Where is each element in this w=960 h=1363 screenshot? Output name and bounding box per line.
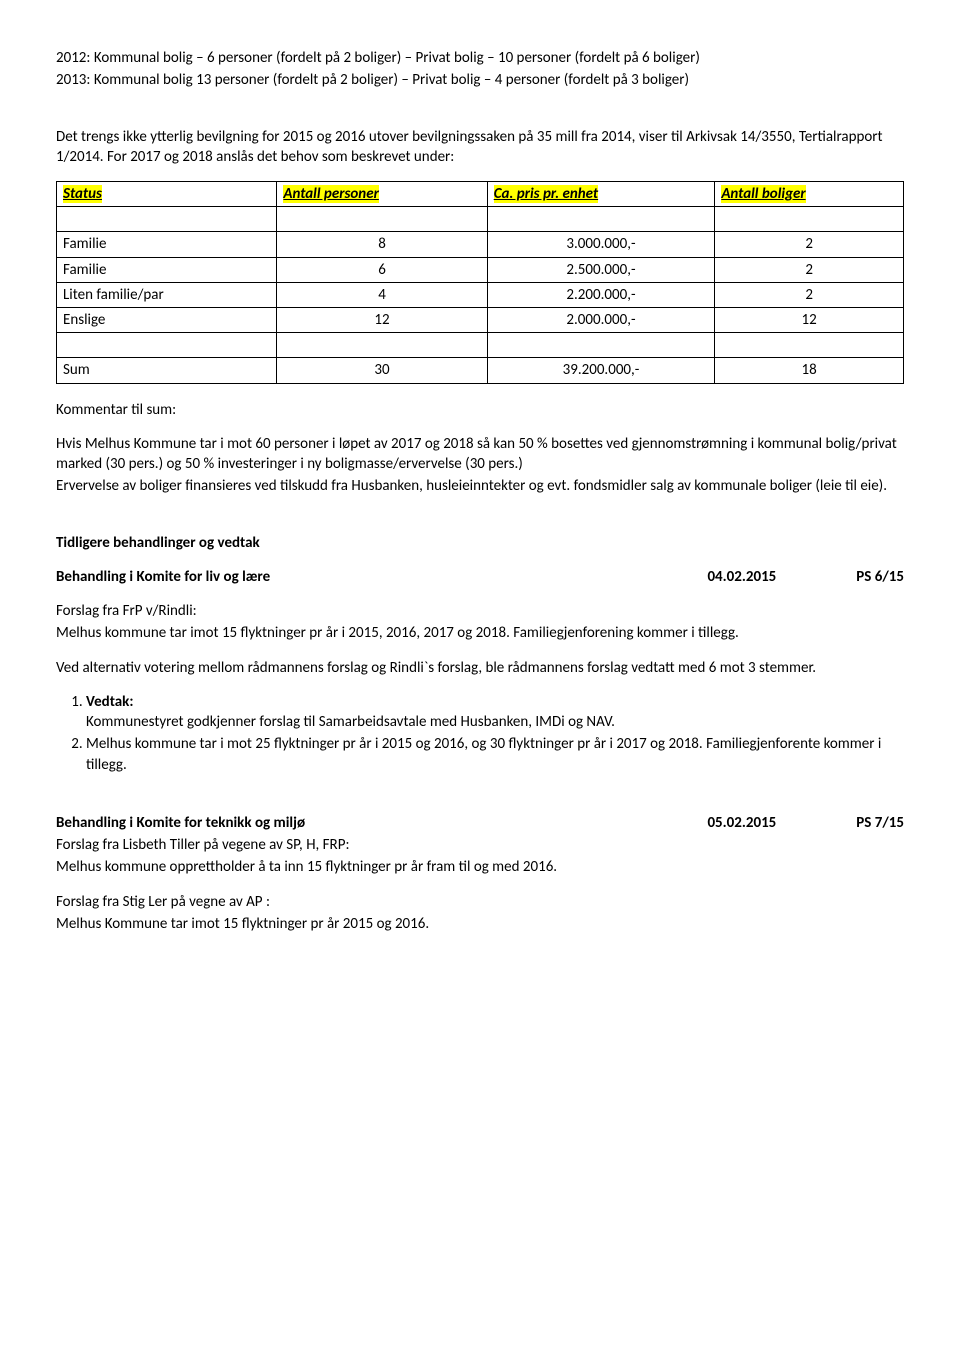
meeting-1-header: Behandling i Komite for liv og lære 04.0… [56, 567, 904, 587]
meeting-1-ps: PS 6/15 [836, 567, 904, 587]
kommentar-p1: Hvis Melhus Kommune tar i mot 60 persone… [56, 434, 904, 475]
kommentar-title: Kommentar til sum: [56, 400, 904, 420]
tidligere-heading: Tidligere behandlinger og vedtak [56, 533, 904, 553]
kommentar-p2: Ervervelse av boliger finansieres ved ti… [56, 476, 904, 496]
forslag-frp-text: Melhus kommune tar imot 15 flyktninger p… [56, 623, 904, 643]
table-sum-row: Sum 30 39.200.000,- 18 [57, 358, 904, 383]
meeting-2-header: Behandling i Komite for teknikk og miljø… [56, 813, 904, 833]
forslag-sp-label: Forslag fra Lisbeth Tiller på vegene av … [56, 835, 904, 855]
cost-table: Status Antall personer Ca. pris pr. enhe… [56, 181, 904, 384]
table-row: Familie 8 3.000.000,- 2 [57, 232, 904, 257]
vedtak-label: Vedtak: [86, 693, 134, 711]
col-status: Status [63, 185, 102, 203]
meeting-2-label: Behandling i Komite for teknikk og miljø [56, 813, 305, 833]
table-row [57, 333, 904, 358]
intro-line-2012: 2012: Kommunal bolig – 6 personer (forde… [56, 48, 904, 68]
intro-paragraph-2: Det trengs ikke ytterlig bevilgning for … [56, 127, 904, 168]
vedtak-1-text: Kommunestyret godkjenner forslag til Sam… [86, 713, 615, 731]
forslag-ap-label: Forslag fra Stig Ler på vegne av AP : [56, 892, 904, 912]
table-row: Enslige 12 2.000.000,- 12 [57, 308, 904, 333]
forslag-sp-text: Melhus kommune opprettholder å ta inn 15… [56, 857, 904, 877]
table-header-row: Status Antall personer Ca. pris pr. enhe… [57, 182, 904, 207]
table-row [57, 207, 904, 232]
forslag-ap-text: Melhus Kommune tar imot 15 flyktninger p… [56, 914, 904, 934]
meeting-2-ps: PS 7/15 [836, 813, 904, 833]
intro-line-2013: 2013: Kommunal bolig 13 personer (fordel… [56, 70, 904, 90]
col-antall-personer: Antall personer [283, 185, 379, 203]
table-row: Liten familie/par 4 2.200.000,- 2 [57, 282, 904, 307]
table-row: Familie 6 2.500.000,- 2 [57, 257, 904, 282]
vedtak-2-text: Melhus kommune tar i mot 25 flyktninger … [86, 735, 881, 773]
votering-text: Ved alternativ votering mellom rådmannen… [56, 658, 904, 678]
vedtak-list: Vedtak: Kommunestyret godkjenner forslag… [56, 692, 904, 775]
list-item: Vedtak: Kommunestyret godkjenner forslag… [86, 692, 904, 733]
col-antall-boliger: Antall boliger [721, 185, 805, 203]
meeting-1-label: Behandling i Komite for liv og lære [56, 567, 270, 587]
meeting-2-date: 05.02.2015 [707, 813, 836, 833]
list-item: Melhus kommune tar i mot 25 flyktninger … [86, 734, 904, 775]
intro-block: 2012: Kommunal bolig – 6 personer (forde… [56, 48, 904, 167]
col-pris: Ca. pris pr. enhet [494, 185, 598, 203]
meeting-1-date: 04.02.2015 [707, 567, 836, 587]
forslag-frp-label: Forslag fra FrP v/Rindli: [56, 601, 904, 621]
